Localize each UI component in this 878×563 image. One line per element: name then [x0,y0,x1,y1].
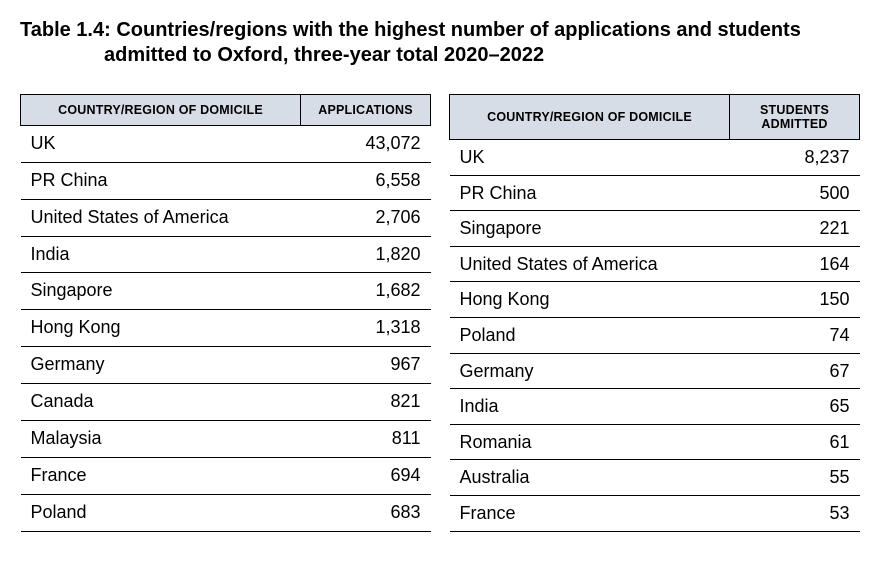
cell-value: 821 [301,384,431,421]
table-row: Singapore221 [450,211,860,247]
cell-value: 1,318 [301,310,431,347]
admitted-table: COUNTRY/REGION OF DOMICILE STUDENTS ADMI… [449,94,860,532]
cell-value: 6,558 [301,162,431,199]
cell-value: 1,820 [301,236,431,273]
cell-country: UK [21,126,301,163]
table-row: Hong Kong150 [450,282,860,318]
cell-value: 150 [730,282,860,318]
header-applications: APPLICATIONS [301,95,431,126]
table-row: Germany967 [21,347,431,384]
cell-country: UK [450,140,730,176]
table-header-row: COUNTRY/REGION OF DOMICILE APPLICATIONS [21,95,431,126]
cell-country: Singapore [450,211,730,247]
tables-container: COUNTRY/REGION OF DOMICILE APPLICATIONS … [20,94,858,532]
cell-country: France [450,495,730,531]
cell-value: 967 [301,347,431,384]
cell-value: 74 [730,317,860,353]
cell-country: Germany [21,347,301,384]
cell-country: Malaysia [21,420,301,457]
title-line2: admitted to Oxford, three-year total 202… [20,43,858,68]
cell-country: Hong Kong [450,282,730,318]
cell-value: 53 [730,495,860,531]
cell-value: 43,072 [301,126,431,163]
table-row: Canada821 [21,384,431,421]
cell-value: 2,706 [301,199,431,236]
table-row: France53 [450,495,860,531]
table-row: UK43,072 [21,126,431,163]
cell-value: 500 [730,175,860,211]
table-row: Singapore1,682 [21,273,431,310]
title-line1: Table 1.4: Countries/regions with the hi… [20,19,801,41]
header-country: COUNTRY/REGION OF DOMICILE [450,95,730,140]
table-row: United States of America164 [450,246,860,282]
header-country: COUNTRY/REGION OF DOMICILE [21,95,301,126]
table-row: United States of America2,706 [21,199,431,236]
cell-country: United States of America [21,199,301,236]
cell-country: Germany [450,353,730,389]
cell-value: 55 [730,460,860,496]
table-row: India65 [450,389,860,425]
cell-country: PR China [21,162,301,199]
table-row: Poland683 [21,494,431,531]
table-row: France694 [21,457,431,494]
table-row: Romania61 [450,424,860,460]
cell-value: 61 [730,424,860,460]
table-row: UK8,237 [450,140,860,176]
cell-country: Canada [21,384,301,421]
cell-value: 683 [301,494,431,531]
cell-value: 164 [730,246,860,282]
cell-value: 811 [301,420,431,457]
table-row: Malaysia811 [21,420,431,457]
cell-country: Singapore [21,273,301,310]
cell-country: India [21,236,301,273]
table-header-row: COUNTRY/REGION OF DOMICILE STUDENTS ADMI… [450,95,860,140]
cell-country: Australia [450,460,730,496]
cell-country: India [450,389,730,425]
cell-value: 67 [730,353,860,389]
header-students-admitted: STUDENTS ADMITTED [730,95,860,140]
cell-value: 8,237 [730,140,860,176]
cell-country: Poland [21,494,301,531]
table-row: Hong Kong1,318 [21,310,431,347]
cell-value: 221 [730,211,860,247]
applications-table: COUNTRY/REGION OF DOMICILE APPLICATIONS … [20,94,431,532]
cell-value: 65 [730,389,860,425]
table-row: Australia55 [450,460,860,496]
cell-country: Romania [450,424,730,460]
table-row: Poland74 [450,317,860,353]
cell-country: PR China [450,175,730,211]
table-row: India1,820 [21,236,431,273]
cell-country: Hong Kong [21,310,301,347]
cell-country: United States of America [450,246,730,282]
cell-value: 1,682 [301,273,431,310]
cell-country: France [21,457,301,494]
table-row: Germany67 [450,353,860,389]
table-row: PR China6,558 [21,162,431,199]
cell-value: 694 [301,457,431,494]
cell-country: Poland [450,317,730,353]
table-title: Table 1.4: Countries/regions with the hi… [20,18,858,68]
table-row: PR China500 [450,175,860,211]
